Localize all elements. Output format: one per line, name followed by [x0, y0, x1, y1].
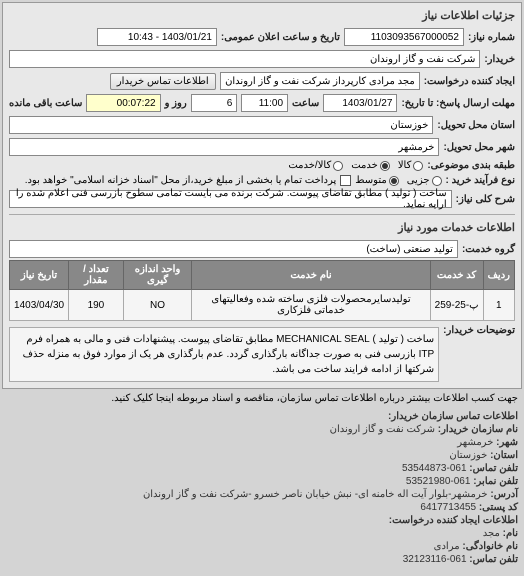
creator-label: ایجاد کننده درخواست:	[424, 76, 515, 87]
name-label: نام:	[503, 528, 518, 539]
ccity-value: خرمشهر	[457, 437, 493, 448]
creator-field: مجد مرادی کارپرداز شرکت نفت و گاز اروندا…	[220, 72, 420, 90]
buyer-label: خریدار:	[484, 54, 515, 65]
radio-both[interactable]: کالا/خدمت	[288, 160, 343, 171]
radio-icon	[432, 176, 442, 186]
ccity-label: شهر:	[496, 437, 518, 448]
table-header: واحد اندازه گیری	[123, 261, 192, 290]
req-no-label: شماره نیاز:	[468, 32, 515, 43]
table-header: تعداد / مقدار	[69, 261, 124, 290]
services-table: ردیفکد خدمتنام خدمتواحد اندازه گیریتعداد…	[9, 260, 515, 321]
province-field: خوزستان	[9, 116, 433, 134]
city-field: خرمشهر	[9, 138, 439, 156]
province-label: استان محل تحویل:	[437, 120, 515, 131]
req-no-field: 1103093567000052	[344, 28, 464, 46]
creator-contact-title: اطلاعات ایجاد کننده درخواست:	[6, 514, 518, 527]
radio-goods[interactable]: کالا	[398, 160, 424, 171]
radio-service[interactable]: خدمت	[351, 160, 390, 171]
notice-text: جهت کسب اطلاعات بیشتر درباره اطلاعات تما…	[0, 391, 524, 406]
time-label: ساعت	[292, 98, 319, 109]
table-header: تاریخ نیاز	[10, 261, 69, 290]
process-label: نوع فرآیند خرید :	[446, 175, 515, 186]
table-cell: تولیدسایرمحصولات فلزی ساخته شده وفعالیته…	[192, 290, 430, 321]
title-field: ساخت ( تولید ) مطابق تقاضای پیوست. شرکت …	[9, 190, 452, 208]
fax-value: 061-53521980	[406, 476, 471, 487]
payment-checkbox[interactable]	[340, 175, 351, 186]
group-label: گروه خدمت:	[462, 244, 515, 255]
process-radio-group: جزیی متوسط	[355, 175, 441, 186]
category-label: طبقه بندی موضوعی:	[427, 160, 515, 171]
radio-icon	[413, 161, 423, 171]
radio-icon	[333, 161, 343, 171]
category-radio-group: کالا خدمت کالا/خدمت	[288, 160, 423, 171]
deadline-date-field: 1403/01/27	[323, 94, 397, 112]
addr-label: آدرس:	[490, 489, 518, 500]
desc-box: ساخت ( تولید ) MECHANICAL SEAL مطابق تقا…	[9, 327, 439, 382]
phone-label: تلفن تماس:	[469, 463, 518, 474]
table-header: ردیف	[483, 261, 514, 290]
date-label: تاریخ و ساعت اعلان عمومی:	[221, 32, 340, 43]
group-field: تولید صنعتی (ساخت)	[9, 240, 458, 258]
cprovince-label: استان:	[490, 450, 518, 461]
days-label: روز و	[165, 98, 187, 109]
remain-time-field: 00:07:22	[86, 94, 160, 112]
postal-value: 6417713455	[420, 502, 476, 513]
contact-title: اطلاعات تماس سازمان خریدار:	[6, 410, 518, 423]
org-label: نام سازمان خریدار:	[438, 424, 518, 435]
services-title: اطلاعات خدمات مورد نیاز	[9, 219, 515, 238]
postal-label: کد پستی:	[479, 502, 518, 513]
table-cell: 1403/04/30	[10, 290, 69, 321]
desc-label: توضیحات خریدار:	[443, 325, 515, 336]
radio-small[interactable]: جزیی	[407, 175, 442, 186]
lname-value: مرادی	[434, 541, 460, 552]
cphone-value: 061-32123116	[403, 554, 467, 565]
deadline-label: مهلت ارسال پاسخ: تا تاریخ:	[401, 98, 515, 109]
radio-icon	[380, 161, 390, 171]
payment-note: پرداخت تمام یا بخشی از مبلغ خرید،از محل …	[25, 175, 337, 186]
org-value: شرکت نفت و گاز اروندان	[330, 424, 435, 435]
remain-label: ساعت باقی مانده	[9, 98, 82, 109]
city-label: شهر محل تحویل:	[443, 142, 515, 153]
name-value: مجد	[483, 528, 500, 539]
cphone-label: تلفن تماس:	[469, 554, 518, 565]
radio-medium[interactable]: متوسط	[355, 175, 398, 186]
days-field: 6	[191, 94, 238, 112]
panel-title: جزئیات اطلاعات نیاز	[9, 7, 515, 26]
table-cell: 1	[483, 290, 514, 321]
table-header: نام خدمت	[192, 261, 430, 290]
table-cell: پ-25-259	[430, 290, 483, 321]
title-label: شرح کلی نیاز:	[456, 194, 515, 205]
phone-value: 061-53544873	[402, 463, 467, 474]
date-field: 1403/01/21 - 10:43	[97, 28, 217, 46]
buyer-field: شرکت نفت و گاز اروندان	[9, 50, 480, 68]
table-cell: 190	[69, 290, 124, 321]
lname-label: نام خانوادگی:	[462, 541, 518, 552]
table-row: 1پ-25-259تولیدسایرمحصولات فلزی ساخته شده…	[10, 290, 515, 321]
contact-section: اطلاعات تماس سازمان خریدار: نام سازمان خ…	[0, 406, 524, 570]
deadline-time-field: 11:00	[241, 94, 288, 112]
table-cell: NO	[123, 290, 192, 321]
table-header: کد خدمت	[430, 261, 483, 290]
contact-buyer-button[interactable]: اطلاعات تماس خریدار	[110, 73, 216, 90]
cprovince-value: خوزستان	[449, 450, 487, 461]
addr-value: خرمشهر-بلوار آیت اله خامنه ای- نبش خیابا…	[143, 489, 488, 500]
fax-label: تلفن نمابر:	[473, 476, 518, 487]
radio-icon	[389, 176, 399, 186]
